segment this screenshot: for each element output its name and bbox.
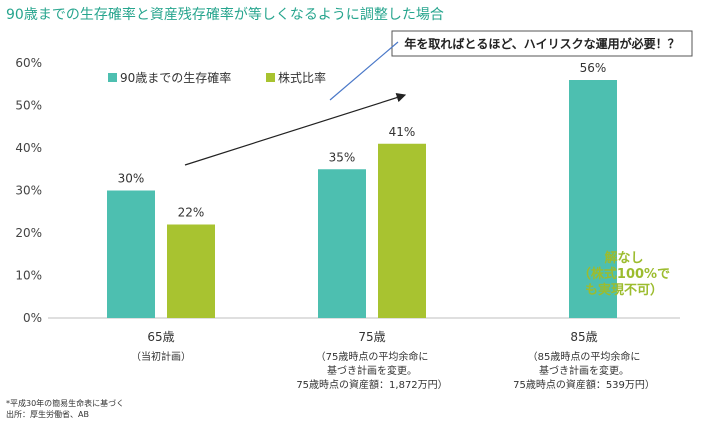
category-note: 基づき計画を変更。: [539, 364, 629, 377]
bar-series1: [569, 80, 617, 318]
y-tick-label: 40%: [15, 141, 42, 155]
bar-series2: [167, 224, 215, 318]
category-note: 75歳時点の資産額：1,872万円）: [296, 378, 447, 391]
bar-series1: [318, 169, 366, 318]
callout-box: [391, 30, 693, 57]
data-label: 35%: [329, 150, 356, 164]
y-tick-label: 0%: [23, 311, 42, 325]
callout-pointer: [329, 41, 399, 101]
y-tick-label: 60%: [15, 56, 42, 70]
legend-swatch-series1: [108, 73, 117, 82]
data-label: 30%: [118, 172, 145, 186]
data-label: 56%: [580, 61, 607, 75]
bar-series1: [107, 190, 155, 318]
category-note: 基づき計画を変更。: [327, 364, 417, 377]
x-tick-label: 75歳: [358, 330, 385, 344]
legend-swatch-series2: [266, 73, 275, 82]
no-solution-note: も実現不可）: [585, 282, 663, 298]
y-tick-label: 50%: [15, 99, 42, 113]
legend-label: 90歳までの生存確率: [120, 70, 231, 85]
trend-arrow: [184, 92, 407, 166]
footnote: 出所：厚生労働省、AB: [6, 409, 89, 419]
data-label: 22%: [178, 206, 205, 220]
callout-text: 年を取ればとるほど、ハイリスクな運用が必要！？: [404, 36, 679, 51]
no-solution-note: 解なし: [603, 250, 643, 266]
footnote: *平成30年の簡易生命表に基づく: [6, 398, 124, 408]
x-tick-label: 65歳: [147, 330, 174, 344]
no-solution-note: （株式100%で: [578, 266, 670, 282]
category-note: （当初計画）: [131, 350, 191, 363]
category-note: （85歳時点の平均余命に: [528, 350, 641, 363]
legend-label: 株式比率: [278, 70, 326, 85]
bar-series2: [378, 143, 426, 318]
y-tick-label: 10%: [15, 269, 42, 283]
category-note: （75歳時点の平均余命に: [316, 350, 429, 363]
x-tick-label: 85歳: [570, 330, 597, 344]
category-note: 75歳時点の資産額：539万円）: [513, 378, 655, 391]
data-label: 41%: [389, 125, 416, 139]
chart-title: 90歳までの生存確率と資産残存確率が等しくなるように調整した場合: [6, 7, 444, 23]
y-tick-label: 20%: [15, 226, 42, 240]
y-tick-label: 30%: [15, 184, 42, 198]
